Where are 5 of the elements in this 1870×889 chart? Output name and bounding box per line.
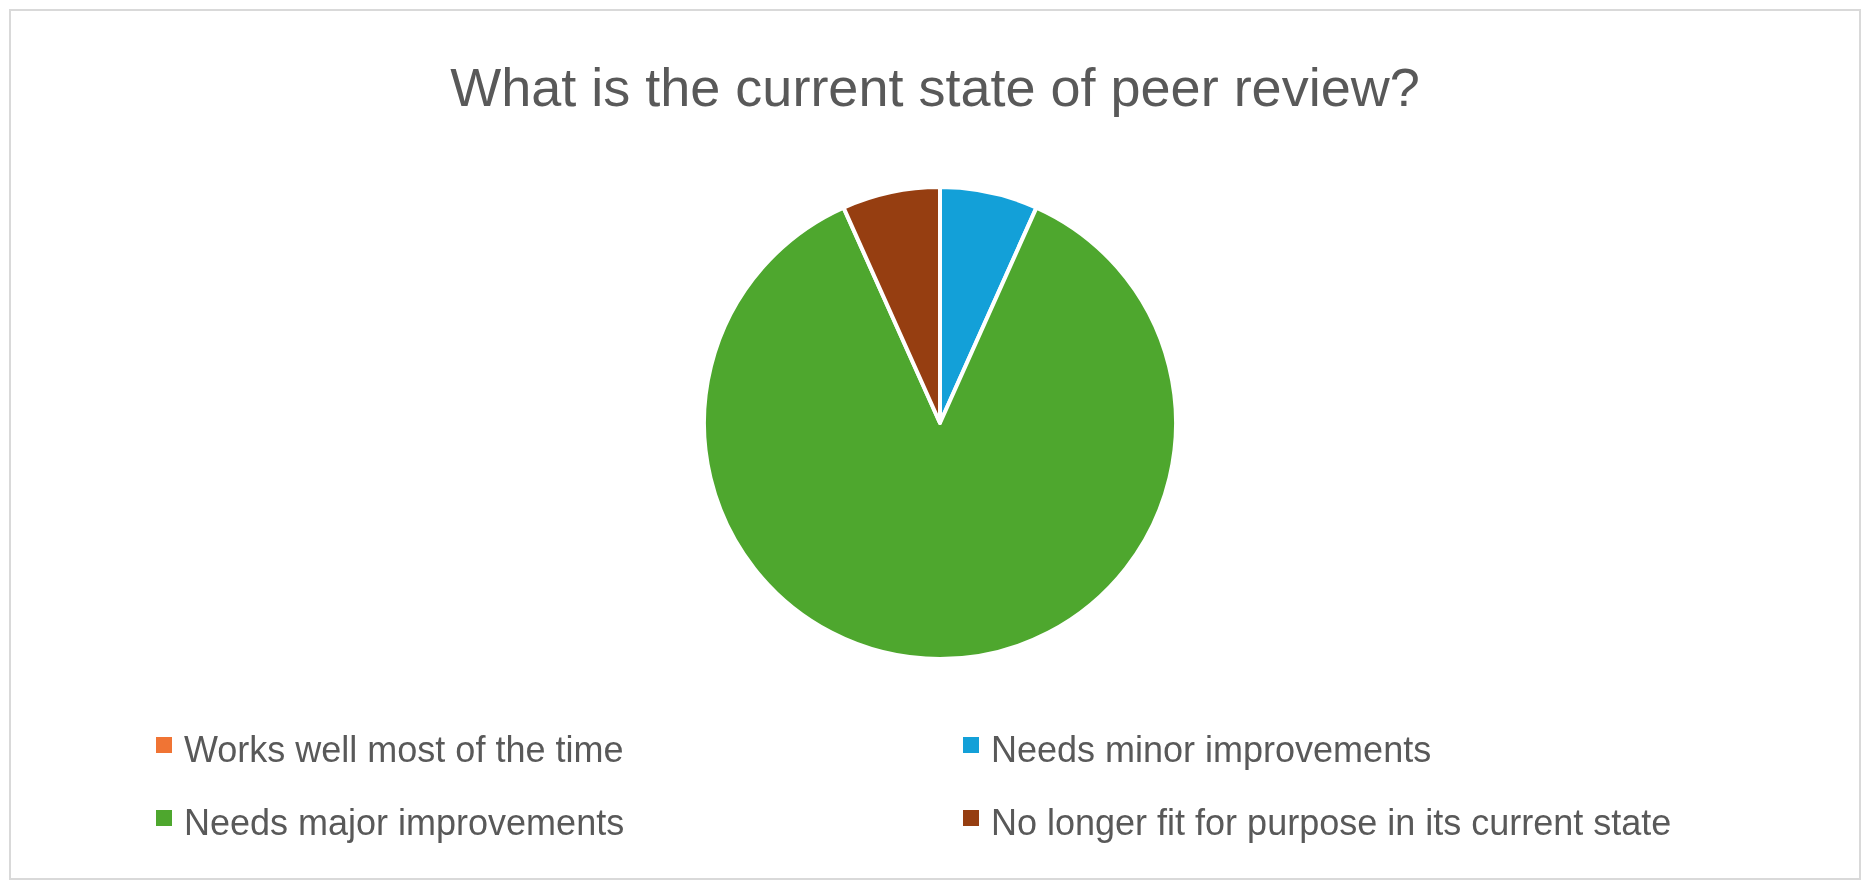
legend-label: No longer fit for purpose in its current state [991,801,1672,843]
chart-title: What is the current state of peer review? [450,57,1420,117]
legend-label: Needs minor improvements [991,728,1432,770]
legend-label: Works well most of the time [184,728,624,770]
legend-label: Needs major improvements [184,801,625,843]
